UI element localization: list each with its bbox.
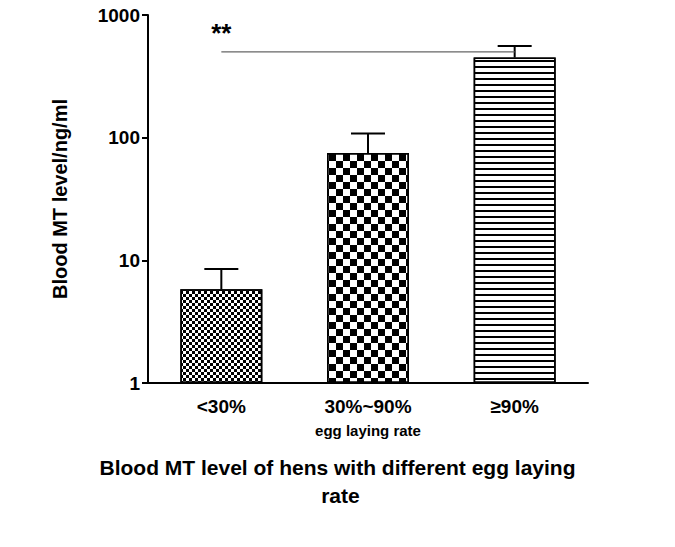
svg-text:rate: rate bbox=[315, 484, 359, 507]
svg-text:10: 10 bbox=[119, 250, 140, 271]
svg-text:100: 100 bbox=[108, 127, 140, 148]
svg-text:Blood MT level of hens with di: Blood MT level of hens with different eg… bbox=[99, 456, 575, 479]
svg-text:1000: 1000 bbox=[98, 5, 140, 26]
svg-text:**: ** bbox=[211, 18, 232, 48]
svg-text:30%~90%: 30%~90% bbox=[324, 396, 411, 417]
svg-text:1: 1 bbox=[129, 373, 140, 394]
svg-text:egg laying rate: egg laying rate bbox=[315, 422, 421, 439]
svg-text:<30%: <30% bbox=[197, 396, 246, 417]
svg-text:≥90%: ≥90% bbox=[490, 396, 539, 417]
svg-text:Blood MT level/ng/ml: Blood MT level/ng/ml bbox=[49, 99, 71, 299]
